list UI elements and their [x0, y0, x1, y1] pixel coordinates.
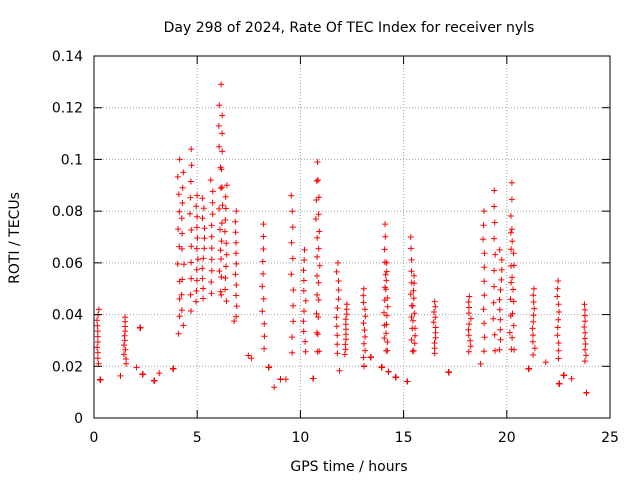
data-point [542, 359, 549, 366]
data-point [336, 367, 343, 374]
data-point [133, 364, 140, 371]
chart-title: Day 298 of 2024, Rate Of TEC Index for r… [164, 20, 535, 36]
data-point [245, 352, 252, 359]
data-point [117, 372, 124, 379]
data-point [282, 376, 289, 383]
y-axis-label: ROTI / TECUs [7, 192, 23, 284]
data-point [568, 375, 575, 382]
data-point [231, 318, 238, 325]
data-point [156, 370, 163, 377]
data-point [271, 384, 278, 391]
data-point [477, 360, 484, 367]
data-point [248, 355, 255, 362]
data-points [94, 81, 590, 396]
grid [94, 56, 610, 418]
x-axis-label: GPS time / hours [290, 459, 407, 475]
